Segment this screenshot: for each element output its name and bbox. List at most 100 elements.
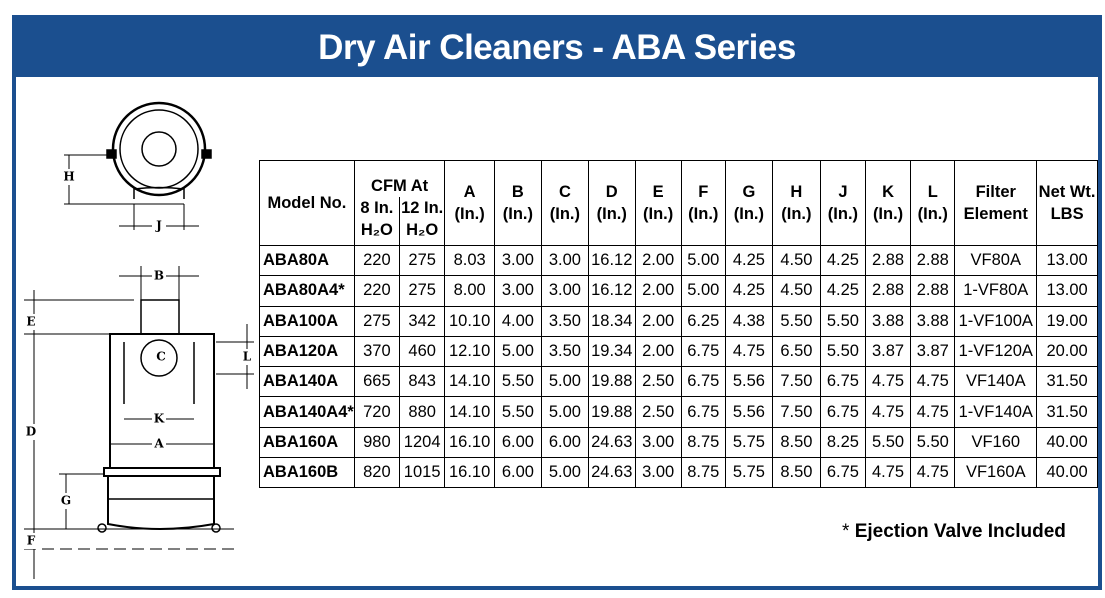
table-cell: 1015	[398, 457, 446, 489]
header-line: A	[463, 183, 476, 201]
dimension-label: L	[243, 350, 252, 364]
column-header: G (In.)	[724, 160, 773, 246]
model-cell: ABA160A	[259, 426, 355, 459]
column-header: A (In.)	[444, 160, 495, 246]
table-cell: 980	[353, 426, 400, 459]
table-cell: 3.00	[493, 275, 542, 307]
table-cell: 5.50	[819, 335, 867, 368]
column-header: Filter Element	[954, 160, 1038, 246]
label-bg	[240, 349, 254, 365]
table-cell: 3.87	[910, 335, 956, 368]
frame: Dry Air Cleaners - ABA Series	[12, 15, 1102, 590]
dimension-label: C	[156, 350, 166, 364]
table-cell: 40.00	[1036, 426, 1098, 459]
table-cell: 8.75	[680, 457, 726, 489]
table-cell: 720	[353, 396, 400, 428]
model-cell: ABA120A	[259, 335, 355, 368]
table-cell: 16.12	[587, 244, 636, 277]
header-line: C	[558, 183, 571, 201]
table-cell: 6.75	[680, 396, 726, 428]
header-line: H₂O	[360, 221, 393, 239]
table-cell: 6.75	[680, 366, 726, 398]
table-cell: 6.75	[819, 457, 867, 489]
table-cell: 3.50	[540, 335, 589, 368]
drawing-shapes	[24, 101, 254, 579]
label-bg	[24, 314, 38, 330]
table-cell: 8.50	[771, 457, 821, 489]
table-cell: 3.00	[493, 244, 542, 277]
footnote-mark: *	[842, 521, 850, 542]
table-cell: 6.75	[819, 366, 867, 398]
table-cell: 7.50	[771, 396, 821, 428]
table-cell: 5.00	[540, 366, 589, 398]
table-row: ABA80A 220 275 8.03 3.00 3.00 16.12 2.00 5.00 4.2…	[259, 244, 1098, 277]
header-line: (In.)	[872, 205, 904, 223]
table-cell: 6.25	[680, 305, 726, 337]
header-line: (In.)	[733, 205, 765, 223]
label-bg	[154, 349, 168, 365]
table-cell: 6.75	[680, 335, 726, 368]
table-cell: 4.50	[771, 275, 821, 307]
model-cell: ABA140A	[259, 366, 355, 398]
table-cell: 4.00	[493, 305, 542, 337]
table-cell: 6.00	[540, 426, 589, 459]
header-line: Filter	[975, 183, 1016, 201]
table-cell: 16.10	[444, 457, 495, 489]
table-cell: 3.00	[540, 244, 589, 277]
label-bg	[59, 493, 73, 509]
table-cell: 370	[353, 335, 400, 368]
table-cell: 1-VF140A	[954, 396, 1038, 428]
table-row: ABA120A 370 460 12.10 5.00 3.50 19.34 2.00 6.75 4…	[259, 335, 1098, 368]
table-cell: 6.00	[493, 457, 542, 489]
table-cell: 13.00	[1036, 275, 1098, 307]
table-cell: 5.50	[493, 396, 542, 428]
header-line: Net Wt.	[1038, 183, 1096, 201]
header-line: D	[605, 183, 618, 201]
dimension-label: E	[26, 315, 35, 329]
table-cell: 843	[398, 366, 446, 398]
dimension-label: A	[153, 437, 164, 451]
table-cell: 2.50	[634, 366, 682, 398]
header-line: (In.)	[454, 205, 485, 223]
table-cell: 5.00	[680, 244, 726, 277]
table-cell: 342	[398, 305, 446, 337]
table-cell: 5.56	[724, 366, 773, 398]
table-cell: 24.63	[587, 457, 636, 489]
table-cell: 16.12	[587, 275, 636, 307]
table-cell: 2.88	[910, 244, 956, 277]
table-cell: 4.25	[724, 275, 773, 307]
header-line: F	[698, 183, 709, 201]
table-cell: 4.75	[864, 396, 912, 428]
table-row: ABA160B 820 1015 16.10 6.00 5.00 24.63 3.00 8.75…	[259, 457, 1098, 489]
table-cell: 13.00	[1036, 244, 1098, 277]
table-cell: 4.75	[910, 396, 956, 428]
model-cell: ABA80A4*	[259, 275, 355, 307]
table-row: ABA160A 980 1204 16.10 6.00 6.00 24.63 3.00 8.75…	[259, 426, 1098, 459]
column-header: K (In.)	[864, 160, 912, 246]
table-cell: 3.87	[864, 335, 912, 368]
table-cell: 665	[353, 366, 400, 398]
table-cell: 5.75	[724, 426, 773, 459]
table-cell: 220	[353, 275, 400, 307]
dimension-drawing: H J B E L C KA D G F	[24, 101, 254, 579]
table-cell: 16.10	[444, 426, 495, 459]
table-cell: 3.00	[634, 426, 682, 459]
header-row: 8 In. H₂O 12 In. H₂O	[260, 197, 1098, 246]
footnote-text: Ejection Valve Included	[854, 521, 1066, 542]
table-cell: 19.00	[1036, 305, 1098, 337]
table-cell: 19.88	[587, 396, 636, 428]
table-cell: 2.50	[634, 396, 682, 428]
table-cell: 6.75	[819, 396, 867, 428]
dimension-labels: H J B E L C KA D G F	[24, 169, 254, 549]
header-line: (In.)	[502, 205, 533, 223]
table-cell: 20.00	[1036, 335, 1098, 368]
header-line: Model No.	[267, 194, 347, 212]
group-header: CFM At	[353, 160, 446, 197]
table-cell: VF160	[954, 426, 1038, 459]
table-cell: 2.00	[634, 244, 682, 277]
table-cell: 2.00	[634, 305, 682, 337]
table-cell: 10.10	[444, 305, 495, 337]
label-bg	[152, 268, 166, 284]
column-header: C (In.)	[540, 160, 589, 246]
dimension-label: B	[154, 269, 164, 283]
